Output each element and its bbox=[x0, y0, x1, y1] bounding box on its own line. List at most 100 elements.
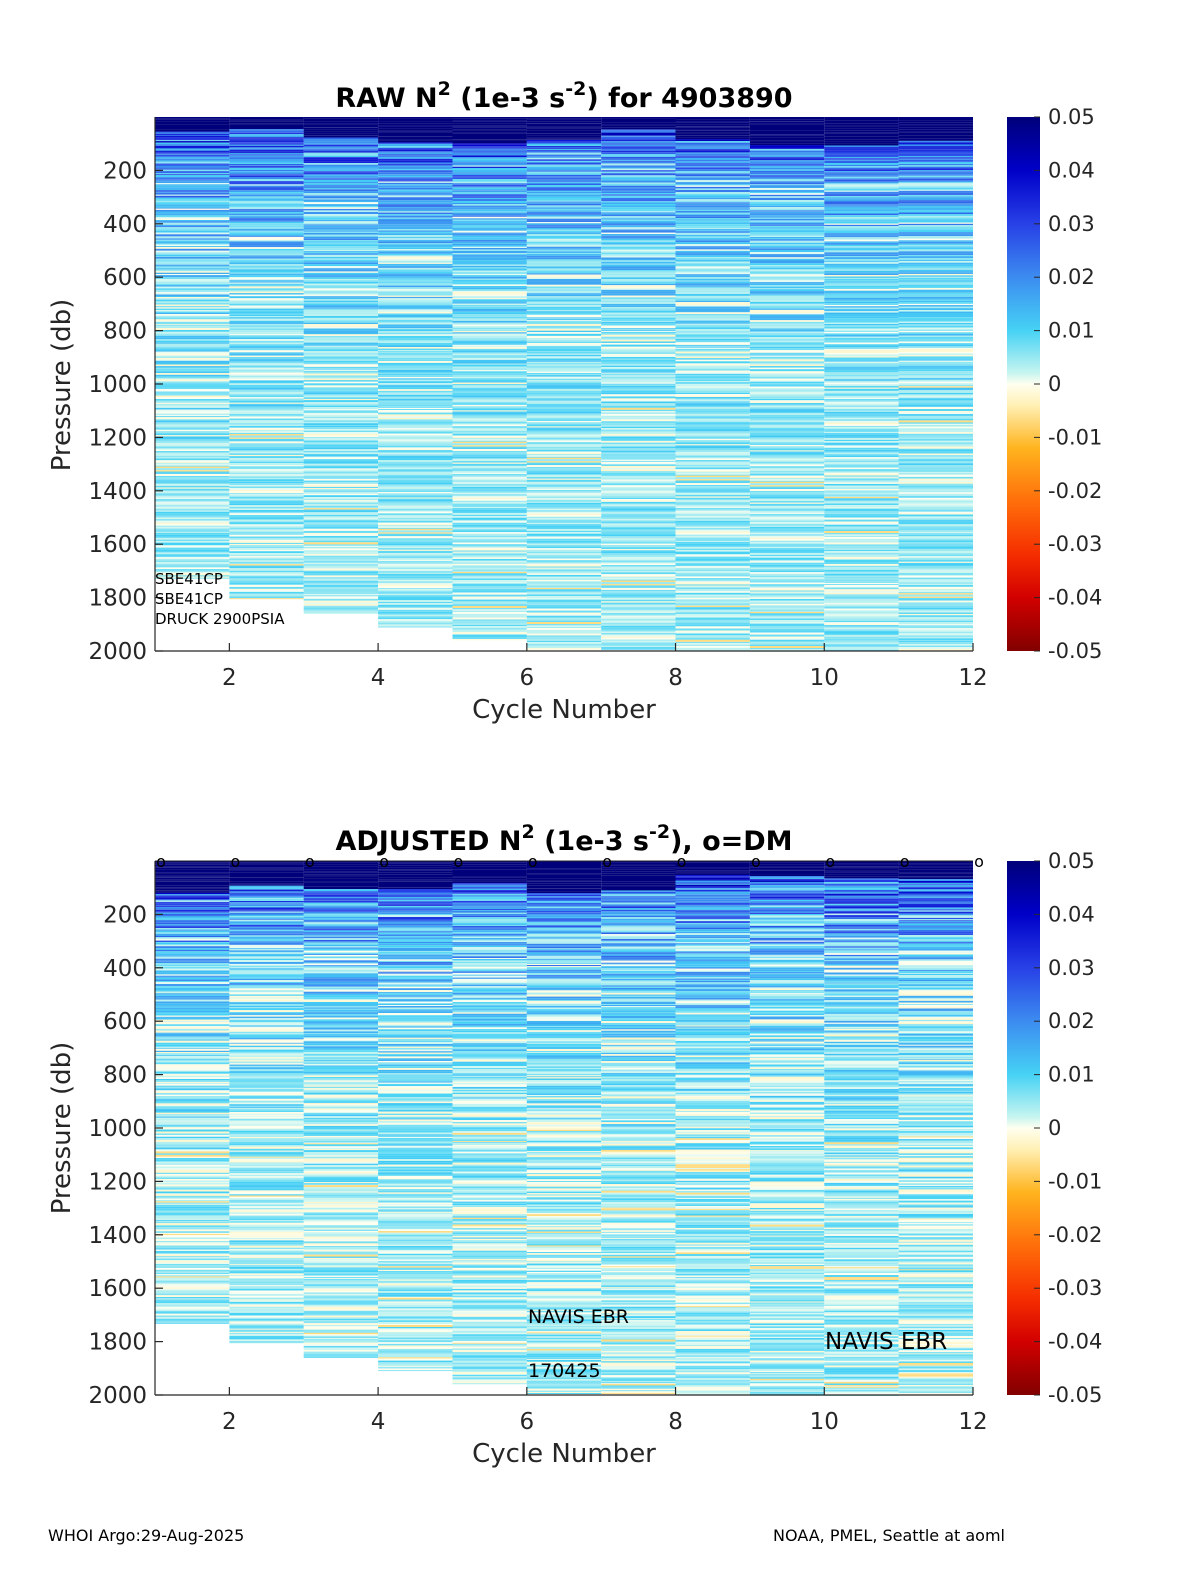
heat-cell bbox=[378, 973, 453, 975]
heat-cell bbox=[229, 293, 304, 295]
heat-cell bbox=[526, 515, 602, 517]
heat-cell bbox=[824, 584, 899, 586]
heat-cell bbox=[824, 455, 899, 458]
heat-cell bbox=[155, 401, 230, 403]
heat-cell bbox=[749, 600, 825, 603]
heat-cell bbox=[303, 989, 379, 991]
heat-cell bbox=[378, 1098, 453, 1100]
heat-cell bbox=[378, 539, 453, 541]
heat-cell bbox=[749, 448, 825, 451]
heat-cell bbox=[824, 627, 899, 630]
heat-cell bbox=[229, 491, 304, 494]
heat-cell bbox=[378, 384, 453, 386]
heat-cell bbox=[824, 297, 899, 300]
heat-cell bbox=[675, 305, 750, 307]
heat-cell bbox=[601, 571, 676, 573]
heat-cell bbox=[675, 529, 750, 532]
heat-cell bbox=[229, 862, 304, 864]
heat-cell bbox=[303, 1122, 379, 1125]
heat-cell bbox=[155, 479, 230, 482]
heat-cell bbox=[452, 443, 527, 446]
heat-cell bbox=[601, 333, 676, 335]
heat-cell bbox=[601, 371, 676, 373]
heat-cell bbox=[601, 334, 676, 337]
heat-cell bbox=[601, 160, 676, 162]
heat-cell bbox=[303, 921, 379, 923]
heat-cell bbox=[898, 240, 973, 242]
heat-cell bbox=[601, 144, 676, 147]
heat-cell bbox=[155, 1127, 230, 1129]
heat-cell bbox=[675, 609, 750, 611]
heat-cell bbox=[675, 504, 750, 507]
heat-cell bbox=[229, 1280, 304, 1282]
heat-cell bbox=[378, 992, 453, 994]
heat-cell bbox=[824, 270, 899, 273]
heat-cell bbox=[601, 285, 676, 288]
heat-cell bbox=[155, 1271, 230, 1273]
heat-cell bbox=[378, 351, 453, 353]
heat-cell bbox=[229, 1100, 304, 1103]
heat-cell bbox=[452, 509, 527, 512]
heat-cell bbox=[229, 424, 304, 426]
heat-cell bbox=[526, 439, 602, 441]
heat-cell bbox=[675, 639, 750, 642]
heat-cell bbox=[155, 1015, 230, 1017]
heat-cell bbox=[824, 246, 899, 248]
heat-cell bbox=[452, 530, 527, 532]
heat-cell bbox=[378, 1130, 453, 1133]
heat-cell bbox=[155, 131, 230, 133]
heat-cell bbox=[229, 1064, 304, 1066]
heat-cell bbox=[675, 452, 750, 454]
heat-cell bbox=[898, 534, 973, 536]
heat-cell bbox=[303, 1311, 379, 1313]
heat-cell bbox=[303, 971, 379, 974]
heat-cell bbox=[155, 1208, 230, 1211]
heat-cell bbox=[378, 951, 453, 953]
heat-cell bbox=[229, 148, 304, 150]
heat-cell bbox=[898, 268, 973, 270]
heat-cell bbox=[898, 292, 973, 295]
heat-cell bbox=[749, 611, 825, 614]
heat-cell bbox=[303, 880, 379, 882]
heat-cell bbox=[824, 209, 899, 211]
heat-cell bbox=[601, 387, 676, 390]
heat-cell bbox=[601, 305, 676, 307]
heat-cell bbox=[452, 569, 527, 571]
heat-cell bbox=[229, 257, 304, 259]
heat-cell bbox=[749, 208, 825, 211]
heat-cell bbox=[526, 501, 602, 503]
heat-cell bbox=[675, 323, 750, 325]
heat-cell bbox=[824, 513, 899, 516]
heat-cell bbox=[675, 395, 750, 397]
heat-cell bbox=[155, 511, 230, 514]
heat-cell bbox=[749, 467, 825, 470]
heat-cell bbox=[229, 225, 304, 228]
heat-cell bbox=[303, 1188, 379, 1191]
heat-cell bbox=[303, 288, 379, 291]
heat-cell bbox=[675, 163, 750, 165]
heat-cell bbox=[155, 260, 230, 262]
heat-cell bbox=[378, 508, 453, 511]
heat-cell bbox=[749, 150, 825, 153]
heat-cell bbox=[155, 1191, 230, 1194]
heat-cell bbox=[155, 420, 230, 423]
heat-cell bbox=[378, 423, 453, 425]
heat-cell bbox=[898, 466, 973, 468]
heat-cell bbox=[155, 1254, 230, 1257]
heat-cell bbox=[229, 927, 304, 929]
heat-cell bbox=[229, 1141, 304, 1144]
heat-cell bbox=[229, 361, 304, 364]
heat-cell bbox=[155, 1297, 230, 1299]
y-tick-label: 200 bbox=[103, 158, 147, 184]
heat-cell bbox=[526, 422, 602, 425]
heat-cell bbox=[824, 425, 899, 427]
heat-cell bbox=[303, 486, 379, 488]
heat-cell bbox=[155, 351, 230, 354]
heat-cell bbox=[303, 519, 379, 521]
heat-cell bbox=[229, 402, 304, 404]
heat-cell bbox=[303, 1232, 379, 1234]
heat-cell bbox=[378, 267, 453, 269]
heat-cell bbox=[749, 512, 825, 515]
heat-cell bbox=[155, 930, 230, 932]
heat-cell bbox=[452, 594, 527, 597]
